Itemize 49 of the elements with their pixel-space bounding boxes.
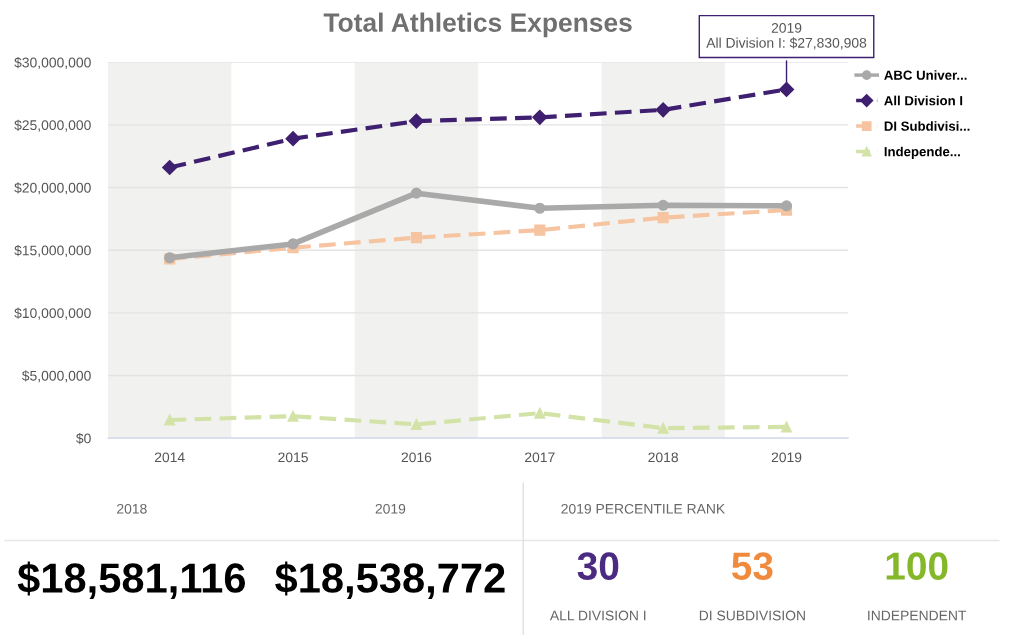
point bbox=[534, 202, 546, 214]
legend-label: DI Subdivisi... bbox=[884, 121, 970, 131]
text: 53 bbox=[731, 552, 773, 580]
point bbox=[285, 131, 301, 147]
x-tick-label: 2014 bbox=[154, 452, 185, 463]
x-tick-label: 2016 bbox=[401, 452, 432, 463]
point bbox=[410, 418, 422, 430]
x-tick-label: 2018 bbox=[648, 452, 678, 463]
point bbox=[780, 200, 793, 212]
y-tick-label: $30,000,000 bbox=[14, 56, 91, 70]
point bbox=[534, 407, 546, 419]
y-tick-label: $20,000,000 bbox=[14, 182, 91, 195]
chart-title: Total Athletics Expenses bbox=[323, 12, 632, 38]
point bbox=[655, 102, 671, 118]
point bbox=[657, 422, 669, 434]
x-tick-label: 2015 bbox=[278, 452, 308, 463]
point bbox=[532, 109, 548, 125]
point bbox=[287, 238, 299, 250]
text: INDEPENDENT bbox=[868, 610, 967, 621]
y-tick-label: $25,000,000 bbox=[14, 119, 91, 132]
point bbox=[164, 414, 176, 426]
y-tick-label: $10,000,000 bbox=[14, 307, 91, 320]
text: $18,538,772 bbox=[275, 561, 505, 599]
text: 2018 bbox=[117, 503, 147, 514]
point bbox=[534, 224, 546, 236]
text: 100 bbox=[886, 552, 948, 580]
point bbox=[657, 212, 669, 224]
point bbox=[780, 421, 793, 433]
text: 2019 PERCENTILE RANK bbox=[561, 503, 725, 514]
point bbox=[162, 159, 178, 176]
point bbox=[410, 187, 422, 199]
y-tick-label: $0 bbox=[76, 432, 91, 445]
annotation: 2019 All Division I: $27,830,908 bbox=[706, 22, 867, 50]
point bbox=[287, 410, 299, 422]
y-tick-label: $5,000,000 bbox=[21, 370, 91, 383]
point bbox=[410, 232, 422, 244]
point bbox=[657, 199, 669, 211]
legend-label: Independe... bbox=[884, 146, 960, 159]
legend-label: ABC Univer... bbox=[884, 70, 967, 80]
legend-label: All Division I bbox=[884, 95, 963, 106]
text: $18,581,116 bbox=[17, 561, 246, 599]
x-tick-label: 2017 bbox=[525, 452, 555, 463]
y-tick-label: $15,000,000 bbox=[14, 244, 91, 257]
text: DI SUBDIVISION bbox=[699, 610, 805, 621]
text: 2019 bbox=[375, 503, 406, 514]
x-tick-label: 2019 bbox=[771, 452, 802, 463]
point bbox=[408, 113, 424, 129]
text: 30 bbox=[577, 552, 619, 580]
text: ALL DIVISION I bbox=[549, 610, 646, 621]
